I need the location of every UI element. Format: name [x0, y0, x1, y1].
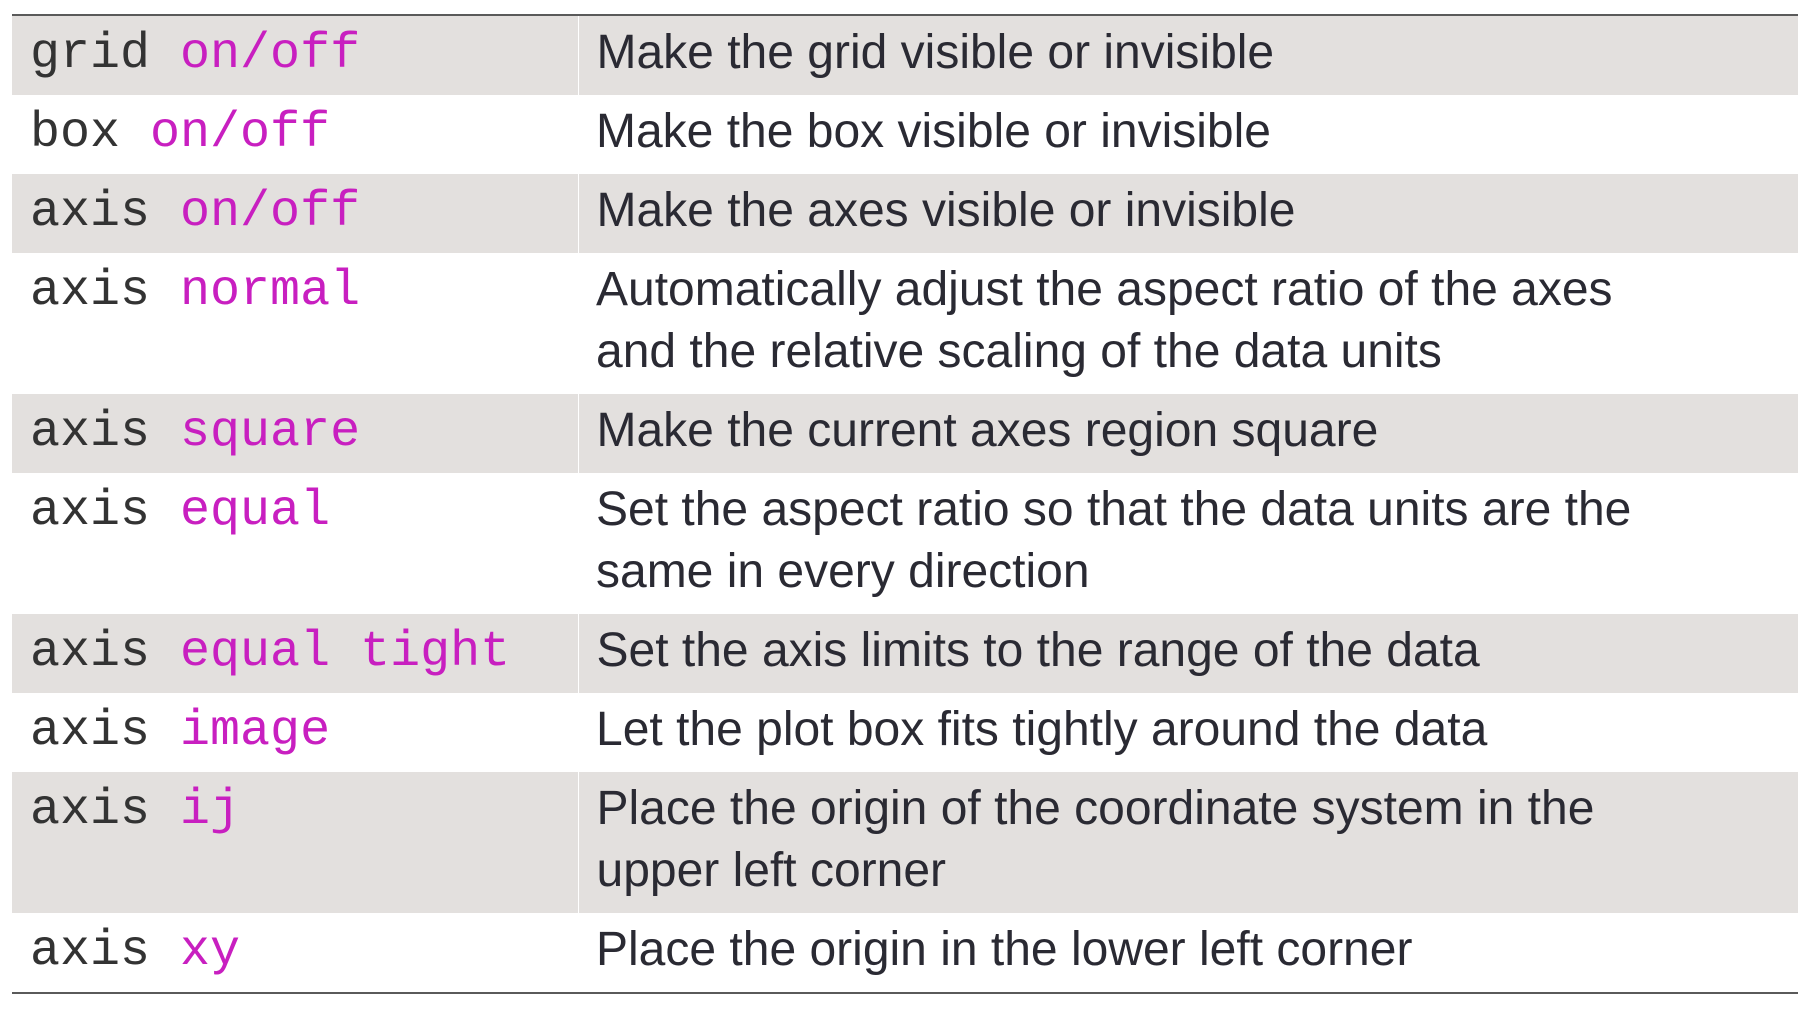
description-line: Make the grid visible or invisible	[596, 26, 1275, 79]
description-cell: Place the origin in the lower left corne…	[578, 913, 1798, 992]
command-cell: box on/off	[12, 95, 578, 174]
table-row: grid on/off Make the grid visible or inv…	[12, 16, 1798, 95]
description-line: Let the plot box fits tightly around the…	[596, 703, 1488, 756]
description-line: Set the aspect ratio so that the data un…	[596, 483, 1632, 536]
command-argument: image	[180, 703, 331, 760]
command-name: axis	[30, 404, 151, 461]
command-argument: on/off	[180, 184, 361, 241]
description-cell: Let the plot box fits tightly around the…	[578, 693, 1798, 772]
description-cell: Make the current axes region square	[578, 394, 1798, 473]
description-cell: Set the aspect ratio so that the data un…	[578, 473, 1798, 614]
table-row: axis image Let the plot box fits tightly…	[12, 693, 1798, 772]
table-row: axis xy Place the origin in the lower le…	[12, 913, 1798, 992]
command-argument: equal tight	[180, 624, 511, 681]
description-line: Make the current axes region square	[596, 404, 1379, 457]
command-name: axis	[30, 923, 151, 980]
command-name: grid	[30, 26, 151, 83]
command-cell: axis xy	[12, 913, 578, 992]
command-cell: axis equal	[12, 473, 578, 614]
command-cell: axis ij	[12, 772, 579, 913]
command-cell: grid on/off	[12, 16, 579, 95]
description-line: Place the origin in the lower left corne…	[596, 923, 1413, 976]
description-cell: Make the axes visible or invisible	[578, 174, 1798, 253]
table-row: axis equal tight Set the axis limits to …	[12, 614, 1798, 693]
command-name: axis	[30, 184, 151, 241]
table-row: box on/off Make the box visible or invis…	[12, 95, 1798, 174]
command-argument: normal	[180, 263, 361, 320]
command-cell: axis square	[12, 394, 579, 473]
command-name: axis	[30, 263, 151, 320]
description-cell: Place the origin of the coordinate syste…	[578, 772, 1798, 913]
description-cell: Set the axis limits to the range of the …	[578, 614, 1798, 693]
command-reference-table: grid on/off Make the grid visible or inv…	[12, 14, 1798, 994]
description-cell: Make the box visible or invisible	[578, 95, 1798, 174]
table-row: axis normal Automatically adjust the asp…	[12, 253, 1798, 394]
table-row: axis square Make the current axes region…	[12, 394, 1798, 473]
command-argument: on/off	[150, 105, 331, 162]
description-line: Place the origin of the coordinate syste…	[596, 782, 1595, 835]
description-line: Make the box visible or invisible	[596, 105, 1271, 158]
command-argument: xy	[180, 923, 241, 980]
table-row: axis on/off Make the axes visible or inv…	[12, 174, 1798, 253]
description-line: same in every direction	[596, 545, 1090, 598]
command-name: axis	[30, 703, 151, 760]
command-cell: axis image	[12, 693, 578, 772]
command-name: axis	[30, 483, 151, 540]
command-cell: axis normal	[12, 253, 578, 394]
command-name: axis	[30, 624, 151, 681]
description-cell: Automatically adjust the aspect ratio of…	[578, 253, 1798, 394]
command-argument: ij	[180, 782, 241, 839]
command-argument: equal	[180, 483, 331, 540]
table-row: axis ij Place the origin of the coordina…	[12, 772, 1798, 913]
description-line: and the relative scaling of the data uni…	[596, 325, 1442, 378]
command-argument: on/off	[180, 26, 361, 83]
description-line: upper left corner	[596, 844, 947, 897]
commands-table: grid on/off Make the grid visible or inv…	[12, 16, 1798, 992]
description-cell: Make the grid visible or invisible	[578, 16, 1798, 95]
command-cell: axis equal tight	[12, 614, 579, 693]
command-cell: axis on/off	[12, 174, 579, 253]
description-line: Make the axes visible or invisible	[596, 184, 1296, 237]
table-row: axis equal Set the aspect ratio so that …	[12, 473, 1798, 614]
description-line: Set the axis limits to the range of the …	[596, 624, 1480, 677]
description-line: Automatically adjust the aspect ratio of…	[596, 263, 1613, 316]
command-argument: square	[180, 404, 361, 461]
command-name: axis	[30, 782, 151, 839]
command-name: box	[30, 105, 121, 162]
